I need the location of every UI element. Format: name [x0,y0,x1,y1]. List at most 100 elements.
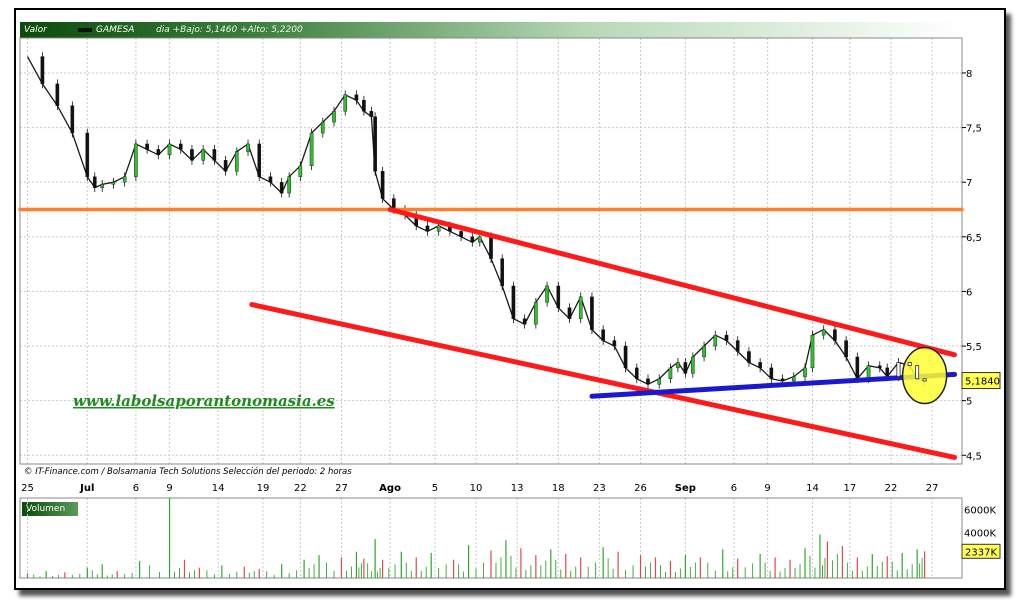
candle-body [556,285,561,309]
candle-body [145,143,149,150]
candle-body [362,100,366,112]
date-tick-label: 27 [335,483,348,494]
watermark-link[interactable]: www.labolsaporantonomasia.es [73,392,335,410]
candle-body [287,176,291,194]
date-tick-label: 10 [470,483,483,494]
price-tick-label: 5 [966,397,972,408]
candle-body [676,362,680,369]
date-tick-label: 14 [806,483,819,494]
candle-body [436,225,441,232]
last-price-box [961,372,1001,390]
candle-body [567,307,572,319]
volume-tick-label: 6000K [964,505,996,516]
candle-body [601,329,605,341]
price-tick-label: 5,5 [966,342,982,353]
candle-body [201,149,205,161]
candle-body [235,151,239,172]
candle-body [590,296,594,330]
last-volume-label: 2337K [965,547,997,558]
date-tick-label: 18 [552,483,565,494]
candle-body [534,302,538,325]
date-tick-label: 6 [133,483,139,494]
date-tick-label: 23 [593,483,606,494]
candle-body [40,56,45,85]
candle-body [780,378,785,382]
support-trendline [589,371,958,399]
price-series [26,52,927,389]
price-tick-label: 7,5 [966,124,982,135]
candle-body [646,378,650,385]
candle-body [354,94,359,101]
trendlines [18,206,964,460]
price-tick-label: 6 [966,287,972,298]
date-tick-label: 6 [731,483,737,494]
candle-body [425,225,430,232]
candle-body [713,334,718,347]
highlight-circle [901,346,948,405]
candle-body [246,143,250,152]
candle-body [791,376,796,382]
candle-body [855,356,860,380]
candle-body [369,110,374,117]
date-tick-label: Ago [379,483,401,494]
candle-body [320,121,325,134]
candle-body [545,285,549,303]
candle-body [578,296,583,319]
candle-body [877,365,882,369]
candle-body [702,345,706,358]
candle-body [885,367,890,377]
candle-body [134,143,138,177]
candle-body [522,318,527,325]
candle-body [623,345,628,369]
candle-body [810,334,815,369]
candle-body [477,236,482,243]
date-tick-label: Jul [79,483,94,494]
candle-body [657,378,662,385]
date-tick-label: 26 [634,483,647,494]
candle-body [803,367,807,377]
last-volume-box [961,543,1001,559]
candle-body [70,105,75,134]
candle-body [343,94,348,112]
candle-body [634,367,639,379]
candle-body [309,132,314,166]
candle-body [212,149,217,161]
date-tick-label: 27 [926,483,939,494]
candle-body [500,258,505,287]
date-tick-label: 13 [511,483,524,494]
volume-grid [26,498,933,578]
candle-body [844,340,848,358]
candle-body [612,340,617,347]
candle-body [821,329,826,336]
volume-axis: 6000K 4000K 2337K [961,505,1001,559]
price-plot-border [19,37,963,465]
day-stats: dia +Bajo: 5,1460 +Alto: 5,2200 [156,25,303,35]
candle-body [896,362,901,377]
candle-body [92,176,97,188]
candle-body [100,184,105,188]
ticker-label: GAMESA [96,25,135,35]
date-tick-label: 19 [257,483,270,494]
date-axis-band [20,478,962,494]
series-swatch [78,28,92,32]
candle-body [724,334,729,341]
date-tick-label: 9 [764,483,770,494]
candle-body [769,367,774,379]
price-tick-label: 8 [966,69,972,80]
candle-body [511,285,516,319]
candle-body [178,143,183,150]
price-axis: 8 7,5 7 6,5 6 5,5 5 4,5 5,1840 [961,69,1001,462]
candle-body [758,362,762,369]
candle-body [735,340,740,352]
candle-body [747,351,751,363]
candle-body [55,83,60,106]
candle-body [85,132,90,177]
candle-body [332,110,336,123]
volume-header: Volumen [22,502,78,516]
last-price-label: 5,1840 [965,377,1000,388]
candle-body [866,365,871,380]
candle-body [833,329,837,341]
candle-body [122,176,127,183]
candle-body [380,171,385,199]
candle-body [907,362,912,367]
